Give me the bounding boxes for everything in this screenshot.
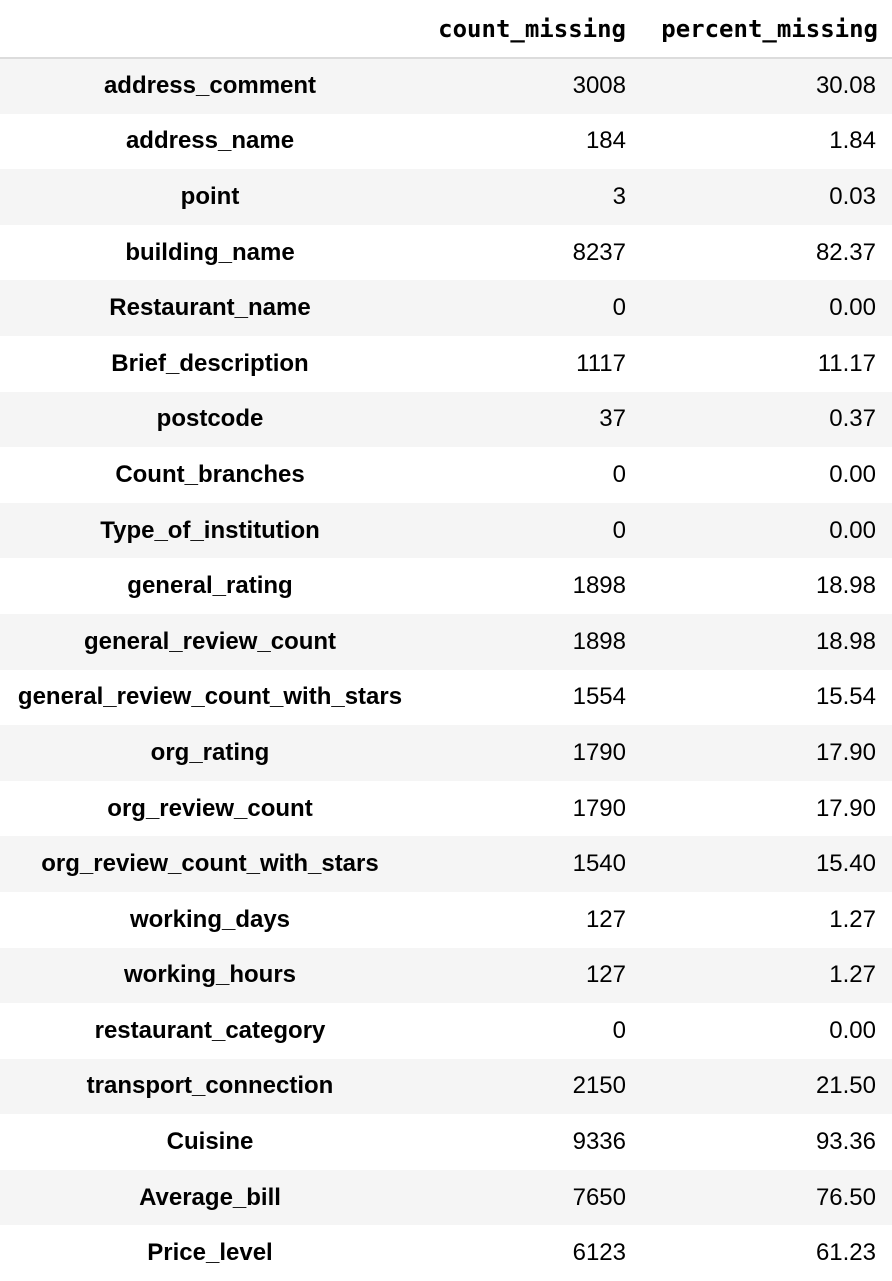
table-body: address_comment 3008 30.08 address_name 184 1… [0,58,892,1281]
table-row: Count_branches 0 0.00 [0,447,892,503]
percent-missing-cell: 61.23 [815,1239,876,1267]
row-label: org_review_count [107,794,313,822]
count-missing-cell: 37 [599,405,626,433]
count-missing-cell: 1790 [572,738,626,766]
count-missing-cell: 1117 [576,349,626,377]
table-row: Type_of_institution 0 0.00 [0,502,892,559]
index-header [0,0,420,59]
count-missing-cell: 1554 [572,683,626,711]
percent-missing-cell: 0.00 [829,460,876,488]
table-row: org_rating 1790 17.90 [0,725,892,781]
table-row: restaurant_category 0 0.00 [0,1003,892,1059]
count-missing-cell: 1898 [572,572,626,600]
percent-missing-cell: 0.00 [829,294,876,322]
count-missing-cell: 1540 [572,850,626,878]
table-row: address_name 184 1.84 [0,113,892,170]
table-row: building_name 8237 82.37 [0,224,892,281]
percent-missing-cell: 18.98 [815,627,876,655]
table-row: working_hours 127 1.27 [0,947,892,1004]
count-missing-cell: 1898 [572,627,626,655]
row-label: Brief_description [111,349,309,377]
row-label: point [180,182,240,210]
count-missing-cell: 0 [612,1016,626,1044]
row-label: working_days [129,905,291,933]
percent-missing-cell: 0.03 [829,182,876,210]
table-row: Price_level 6123 61.23 [0,1225,892,1281]
percent-missing-cell: 18.98 [815,572,876,600]
count-missing-cell: 0 [612,460,626,488]
percent-missing-cell: 21.50 [815,1072,876,1100]
count-missing-cell: 8237 [572,238,626,266]
row-label: org_review_count_with_stars [41,850,379,878]
row-label: transport_connection [86,1072,334,1100]
count-missing-cell: 3 [612,182,626,210]
row-label: Price_level [147,1239,273,1267]
table-row: Average_bill 7650 76.50 [0,1169,892,1226]
count-missing-cell: 127 [585,961,626,989]
count-missing-cell: 6123 [572,1239,626,1267]
percent-missing-cell: 17.90 [815,794,876,822]
table-row: org_review_count_with_stars 1540 15.40 [0,836,892,892]
row-label: Restaurant_name [109,294,311,322]
row-label: Type_of_institution [100,516,320,544]
percent-missing-cell: 30.08 [815,72,876,100]
row-label: address_name [125,127,295,155]
count-missing-cell: 0 [612,294,626,322]
percent-missing-cell: 76.50 [815,1183,876,1211]
percent-missing-cell: 11.17 [817,349,876,377]
table-row: Restaurant_name 0 0.00 [0,280,892,336]
table-row: address_comment 3008 30.08 [0,58,892,114]
table-row: general_review_count_with_stars 1554 15.54 [0,669,892,726]
row-label: building_name [125,238,295,266]
row-label: org_rating [150,738,270,766]
table-row: Cuisine 9336 93.36 [0,1114,892,1170]
row-label: restaurant_category [94,1016,326,1044]
count-missing-cell: 9336 [572,1128,626,1156]
percent-missing-cell: 15.54 [815,683,876,711]
percent-missing-cell: 0.00 [829,516,876,544]
percent-missing-cell: 1.27 [829,961,876,989]
header-row: count_missing percent_missing [0,0,892,59]
count-missing-cell: 7650 [572,1183,626,1211]
table-row: working_days 127 1.27 [0,891,892,948]
percent-missing-cell: 0.00 [829,1016,876,1044]
table-row: general_review_count 1898 18.98 [0,613,892,670]
count-missing-cell: 1790 [572,794,626,822]
table-row: postcode 37 0.37 [0,391,892,448]
percent-missing-cell: 17.90 [815,738,876,766]
percent-missing-cell: 1.27 [829,905,876,933]
count-missing-cell: 184 [585,127,626,155]
count-missing-cell: 2150 [572,1072,626,1100]
row-label: Average_bill [139,1183,281,1211]
row-label: general_rating [127,572,293,600]
row-label: general_review_count [83,627,337,655]
percent-missing-cell: 82.37 [815,238,876,266]
percent-missing-cell: 1.84 [829,127,876,155]
percent-missing-cell: 0.37 [829,405,876,433]
table-header: count_missing percent_missing [0,0,892,59]
table-row: point 3 0.03 [0,169,892,225]
count-missing-cell: 0 [612,516,626,544]
row-label: postcode [156,405,264,433]
row-label: address_comment [103,72,317,100]
column-header-count-missing: count_missing [420,0,640,59]
row-label: general_review_count_with_stars [17,683,403,711]
row-label: working_hours [123,961,297,989]
count-missing-cell: 127 [585,905,626,933]
count-missing-cell: 3008 [572,72,626,100]
column-header-percent-missing: percent_missing [640,0,892,59]
table-row: transport_connection 2150 21.50 [0,1058,892,1115]
row-label: Count_branches [115,460,305,488]
row-label: Cuisine [166,1128,254,1156]
table-row: general_rating 1898 18.98 [0,558,892,614]
percent-missing-cell: 93.36 [815,1128,876,1156]
percent-missing-cell: 15.40 [815,850,876,878]
table-row: Brief_description 1117 11.17 [0,335,892,392]
table-row: org_review_count 1790 17.90 [0,780,892,837]
